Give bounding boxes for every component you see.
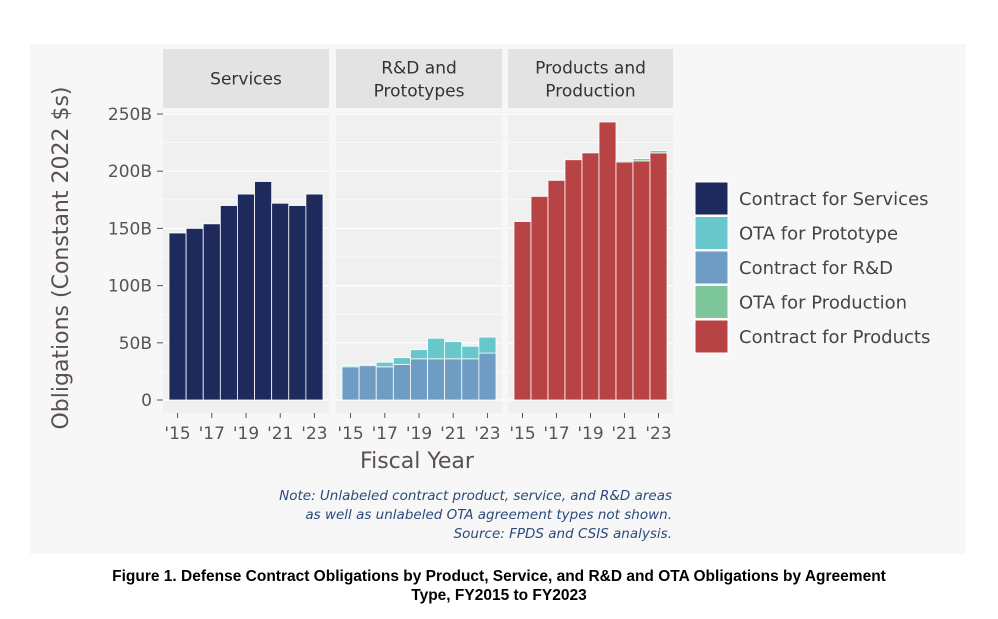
facet-label: Production: [545, 82, 635, 102]
bar: [392, 364, 411, 401]
legend-swatch: [694, 216, 729, 250]
x-tick-label: '15: [509, 424, 535, 444]
bar: [202, 223, 221, 401]
source-note: Note: Unlabeled contract product, servic…: [279, 488, 672, 542]
facet-strip: [336, 49, 502, 108]
bar: [271, 202, 290, 401]
y-tick-label: 0: [141, 391, 152, 411]
bar: [375, 361, 394, 368]
y-axis-title: Obligations (Constant 2022 $s): [49, 86, 74, 429]
bar: [358, 364, 377, 367]
bar: [358, 365, 377, 401]
legend-label: OTA for Production: [739, 293, 907, 314]
x-tick-label: '21: [611, 424, 637, 444]
bar: [632, 160, 651, 401]
bar: [219, 205, 238, 401]
bar: [581, 152, 600, 401]
bar: [305, 193, 324, 401]
facet-label: R&D and: [381, 59, 457, 79]
y-tick-label: 150B: [108, 219, 152, 239]
bar: [615, 160, 634, 163]
bar: [427, 358, 446, 401]
panel-services: Services '15 '17 '19 '21 '23: [163, 49, 329, 444]
facet-panels: Services '15 '17 '19 '21 '23 R&D and Prototypes…: [108, 49, 673, 444]
bar: [444, 341, 463, 360]
legend-label: OTA for Prototype: [739, 224, 898, 245]
bar: [168, 232, 187, 401]
bar: [185, 227, 204, 401]
x-tick-label: '15: [337, 424, 363, 444]
source-line: Source: FPDS and CSIS analysis.: [454, 526, 672, 542]
bar: [427, 337, 446, 360]
y-tick-label: 250B: [108, 105, 152, 125]
bar: [513, 221, 532, 401]
legend-swatch: [694, 319, 729, 354]
bar: [649, 150, 668, 154]
bar: [649, 152, 668, 401]
legend: Contract for Services OTA for Prototype Co…: [694, 181, 930, 354]
y-tick-label: 100B: [108, 277, 152, 297]
panel-rd-prototypes: R&D and Prototypes '15 '17 '19 '21 '23: [336, 49, 502, 444]
note-line-2: as well as unlabeled OTA agreement types…: [305, 507, 672, 523]
facet-strip: [163, 49, 329, 108]
bar: [410, 349, 428, 360]
caption-line-1: Figure 1. Defense Contract Obligations b…: [112, 568, 886, 585]
facet-strip: [508, 49, 673, 108]
x-tick-label: '17: [199, 424, 225, 444]
bar: [598, 121, 617, 401]
x-tick-label: '21: [440, 424, 466, 444]
x-tick-label: '23: [645, 424, 671, 444]
bar: [288, 205, 307, 401]
bar: [254, 181, 273, 401]
x-tick-label: '15: [164, 424, 190, 444]
note-line-1: Note: Unlabeled contract product, servic…: [279, 488, 672, 504]
legend-swatch: [694, 285, 729, 319]
bar: [530, 195, 549, 401]
legend-label: Contract for Services: [739, 189, 929, 210]
bar: [237, 193, 255, 401]
bar: [461, 358, 480, 401]
legend-swatch: [694, 181, 729, 216]
bar: [461, 345, 480, 360]
facet-label: Products and: [535, 59, 646, 79]
panel-products-production: Products and Production '15 '17 '19 '21 '23: [508, 49, 673, 444]
figure-caption: Figure 1. Defense Contract Obligations b…: [0, 567, 998, 605]
legend-swatch: [694, 250, 729, 285]
legend-label: Contract for Products: [739, 327, 930, 348]
x-tick-label: '17: [543, 424, 569, 444]
legend-label: Contract for R&D: [739, 258, 893, 279]
bar: [615, 161, 634, 401]
bar: [478, 352, 497, 401]
x-tick-label: '19: [406, 424, 432, 444]
bar: [478, 336, 497, 354]
x-tick-label: '17: [372, 424, 398, 444]
x-tick-label: '19: [233, 424, 259, 444]
bar: [444, 358, 463, 401]
y-tick-label: 200B: [108, 162, 152, 182]
bar: [341, 366, 360, 401]
bar: [547, 179, 566, 401]
bar: [392, 357, 411, 365]
bar: [410, 358, 428, 401]
facet-label: Prototypes: [374, 82, 465, 102]
x-tick-label: '19: [577, 424, 603, 444]
x-axis-title: Fiscal Year: [360, 449, 475, 474]
caption-line-2: Type, FY2015 to FY2023: [411, 587, 587, 604]
bar: [375, 366, 394, 401]
faceted-stacked-bar-chart: Services '15 '17 '19 '21 '23 R&D and Prototypes…: [49, 49, 930, 542]
x-tick-label: '23: [474, 424, 500, 444]
x-tick-label: '23: [301, 424, 327, 444]
bar: [341, 365, 360, 368]
bar: [564, 159, 583, 401]
facet-label: Services: [210, 70, 282, 90]
x-tick-label: '21: [267, 424, 293, 444]
y-tick-label: 50B: [119, 334, 152, 354]
bar: [632, 158, 651, 162]
